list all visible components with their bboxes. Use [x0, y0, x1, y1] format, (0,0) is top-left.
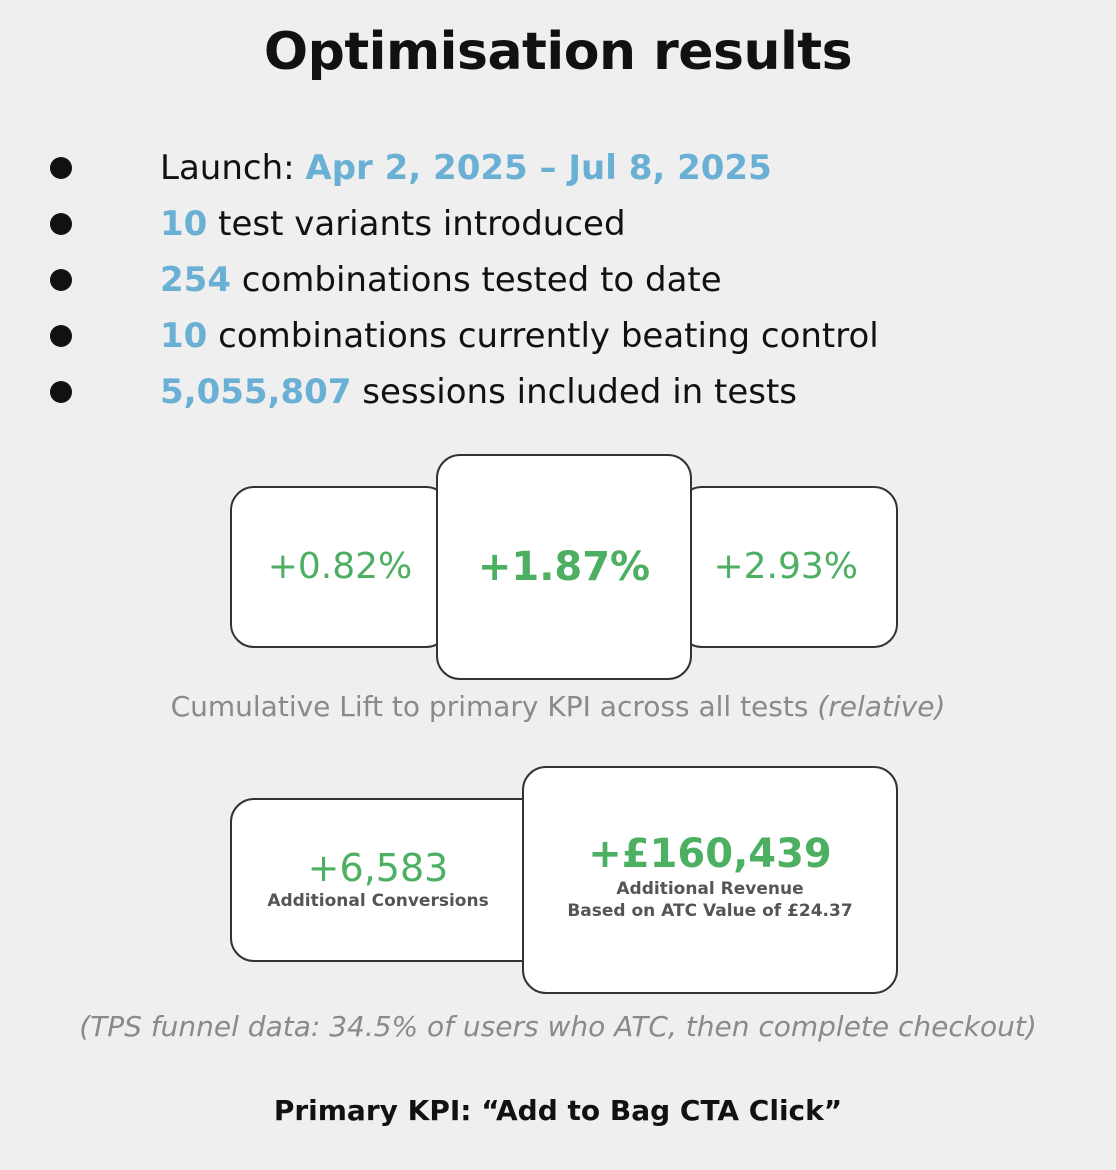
- conversions-label: Additional Conversions: [267, 891, 489, 911]
- bullet-variants: 10 test variants introduced: [0, 196, 1116, 252]
- lift-caption: Cumulative Lift to primary KPI across al…: [0, 690, 1116, 723]
- conversions-card: +6,583 Additional Conversions: [230, 798, 550, 962]
- variants-text: test variants introduced: [207, 204, 626, 244]
- sessions-text: sessions included in tests: [351, 372, 798, 412]
- variants-count: 10: [160, 204, 208, 244]
- beating-text: combinations currently beating control: [207, 316, 879, 356]
- bullet-icon: [50, 157, 72, 179]
- revenue-value: +£160,439: [588, 831, 832, 877]
- lift-low-card: +0.82%: [230, 486, 450, 648]
- lift-high-value: +2.93%: [713, 546, 858, 587]
- funnel-note: (TPS funnel data: 34.5% of users who ATC…: [79, 1010, 1037, 1043]
- revenue-basis: Based on ATC Value of £24.37: [567, 901, 853, 921]
- lift-high-card: +2.93%: [678, 486, 898, 648]
- launch-label: Launch:: [160, 148, 306, 188]
- revenue-card: +£160,439 Additional Revenue Based on AT…: [522, 766, 898, 994]
- bullet-icon: [50, 213, 72, 235]
- bullet-icon: [50, 381, 72, 403]
- combinations-text: combinations tested to date: [230, 260, 722, 300]
- bullet-sessions: 5,055,807 sessions included in tests: [0, 364, 1116, 420]
- primary-kpi-footer: Primary KPI: “Add to Bag CTA Click”: [273, 1094, 843, 1127]
- revenue-label: Additional Revenue: [616, 879, 804, 899]
- lift-low-value: +0.82%: [267, 546, 413, 587]
- lift-mid-value: +1.87%: [477, 544, 651, 590]
- lift-caption-text: Cumulative Lift to primary KPI across al…: [170, 690, 818, 723]
- combinations-count: 254: [160, 260, 231, 300]
- bullet-icon: [50, 269, 72, 291]
- bullet-launch: Launch: Apr 2, 2025 – Jul 8, 2025: [0, 140, 1116, 196]
- conversions-value: +6,583: [307, 846, 449, 890]
- lift-caption-italic: (relative): [817, 690, 946, 723]
- lift-mid-card: +1.87%: [436, 454, 692, 680]
- sessions-count: 5,055,807: [160, 372, 352, 412]
- page-title: Optimisation results: [263, 22, 853, 82]
- bullet-beating-control: 10 combinations currently beating contro…: [0, 308, 1116, 364]
- bullet-icon: [50, 325, 72, 347]
- beating-count: 10: [160, 316, 208, 356]
- bullet-combinations: 254 combinations tested to date: [0, 252, 1116, 308]
- launch-dates: Apr 2, 2025 – Jul 8, 2025: [305, 148, 772, 188]
